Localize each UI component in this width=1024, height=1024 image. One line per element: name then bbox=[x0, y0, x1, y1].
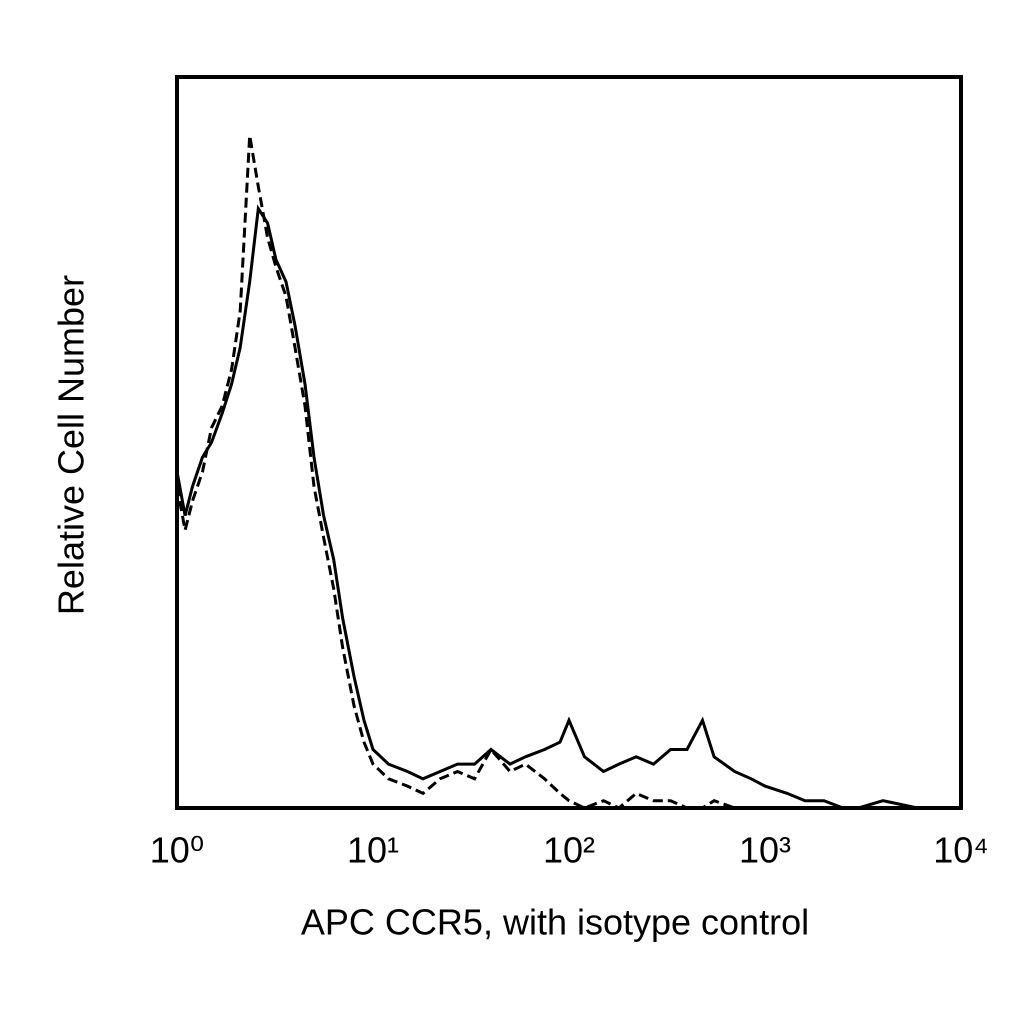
x-axis-title: APC CCR5, with isotype control bbox=[301, 902, 809, 943]
x-tick-label: 10² bbox=[543, 830, 595, 871]
x-tick-label: 10⁴ bbox=[933, 830, 989, 871]
y-axis-title: Relative Cell Number bbox=[51, 275, 92, 615]
x-tick-label: 10¹ bbox=[347, 830, 399, 871]
histogram-line bbox=[175, 204, 961, 810]
x-tick-label: 10³ bbox=[739, 830, 791, 871]
x-tick-label: 10⁰ bbox=[150, 830, 204, 871]
plot-frame bbox=[175, 75, 963, 810]
